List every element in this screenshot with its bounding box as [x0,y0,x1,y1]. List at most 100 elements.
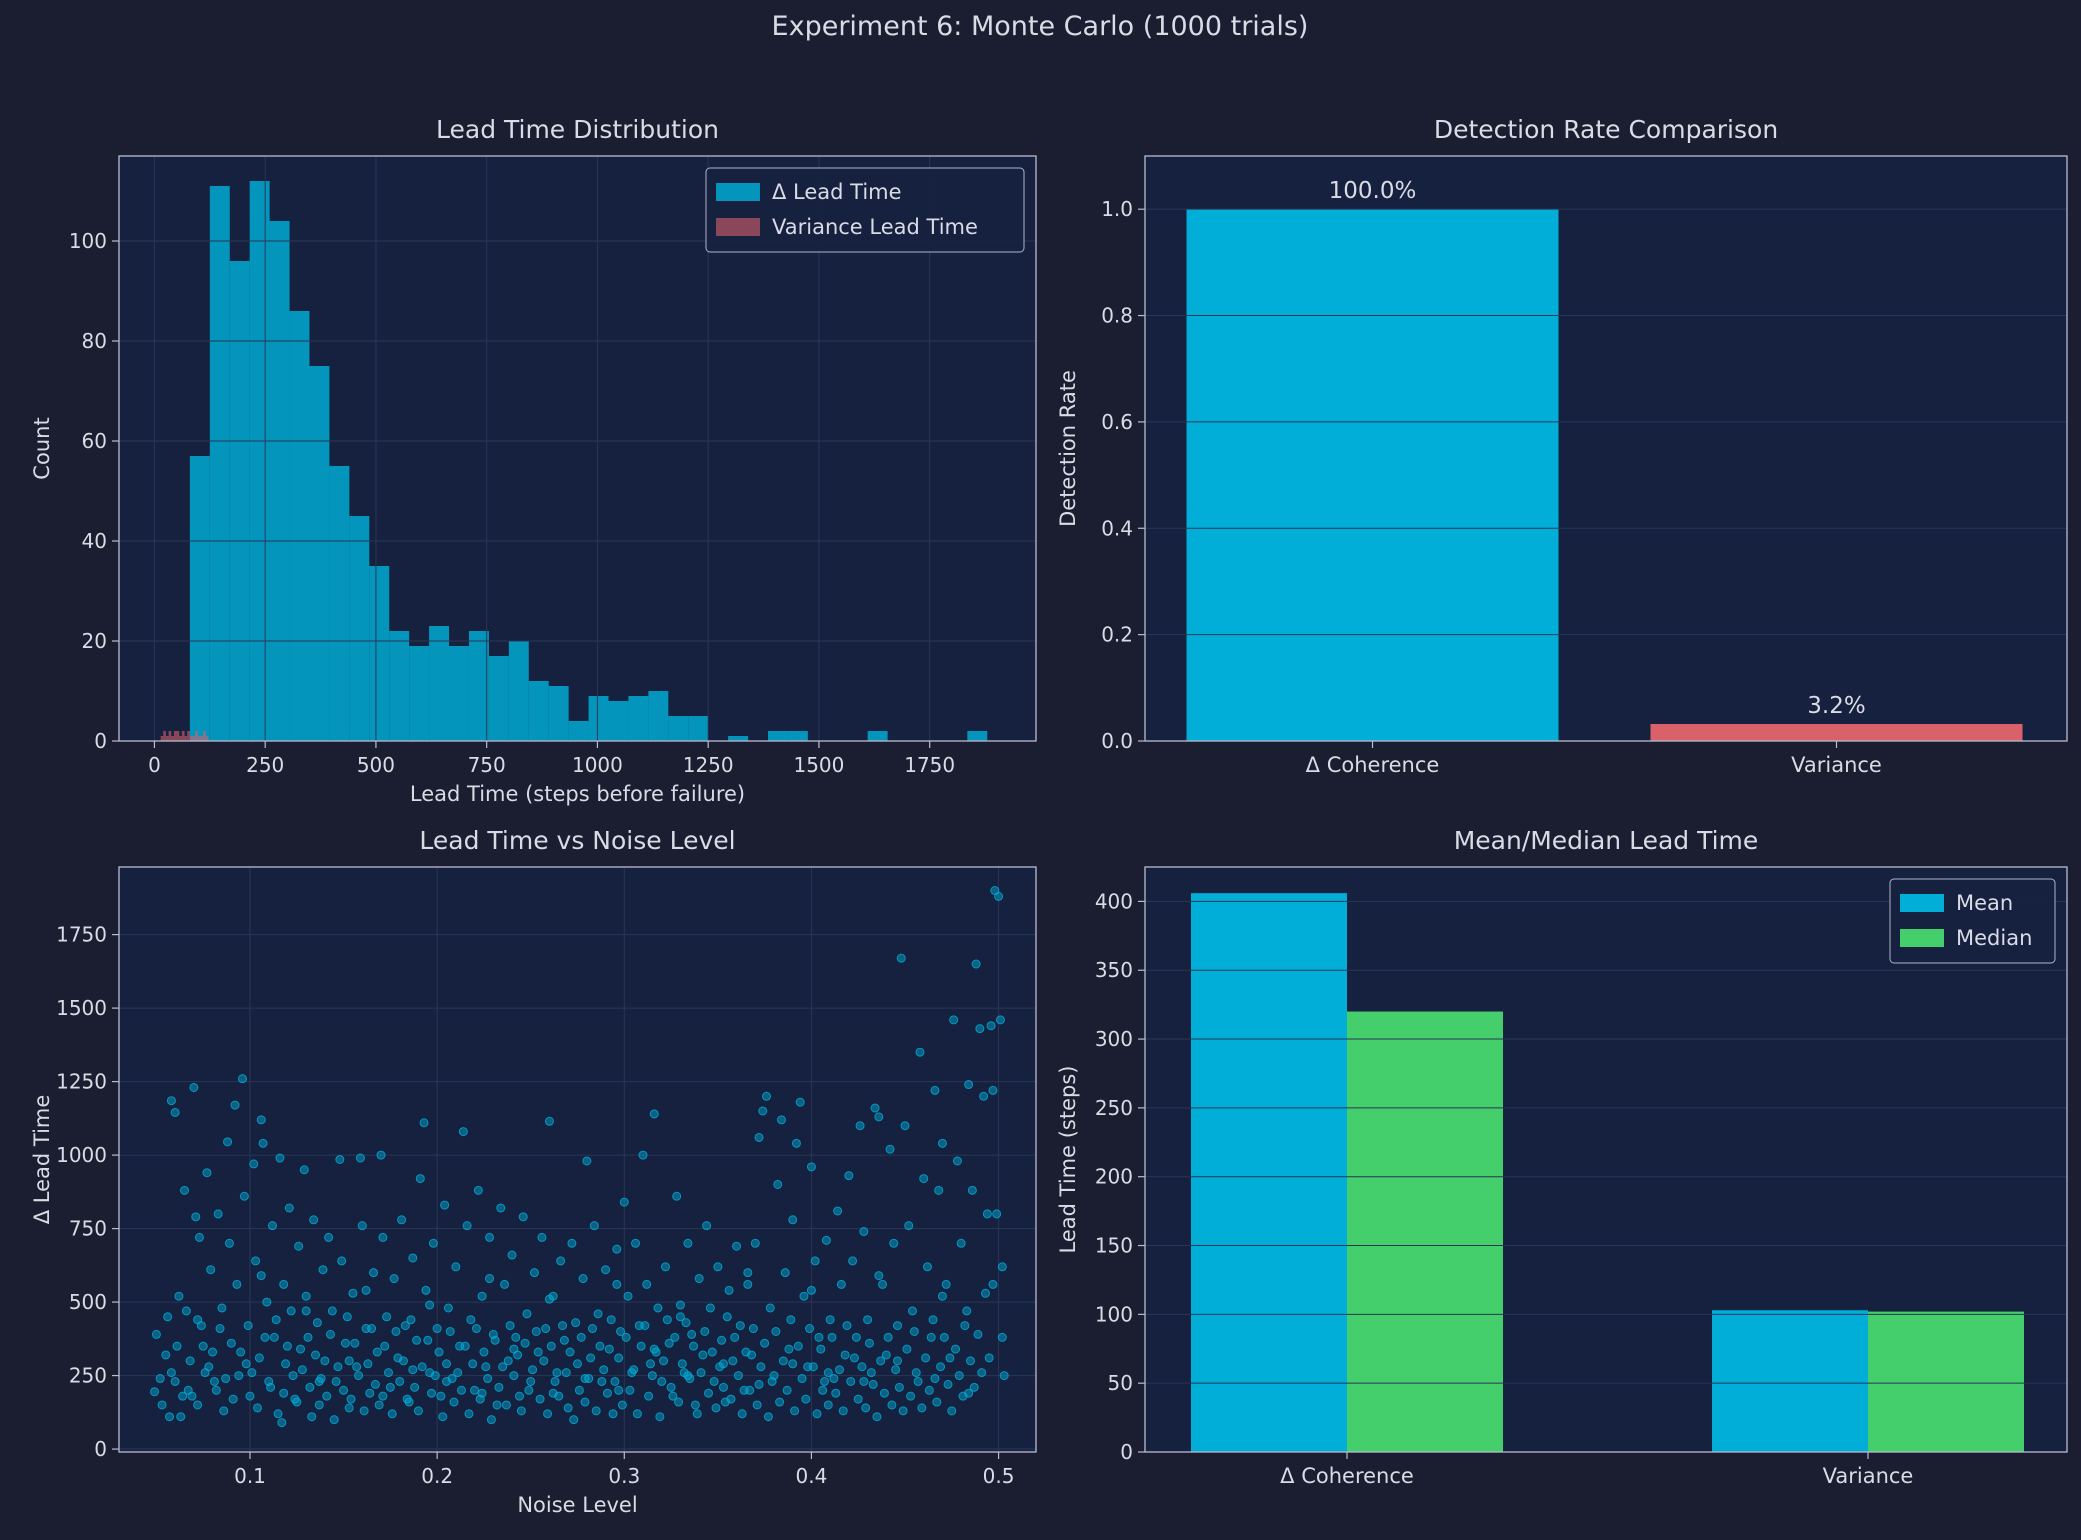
scatter-point [369,1268,379,1278]
scatter-point [765,1303,775,1313]
scatter-point [580,1397,590,1407]
scatter-point [973,1329,983,1339]
scatter-point [309,1215,319,1225]
histogram-bar-variance [171,736,174,741]
scatter-point [587,1324,597,1334]
scatter-point [745,1385,755,1395]
histogram-bar-delta [568,721,589,741]
y-tick-label: 200 [1095,1165,1133,1189]
y-tick-label: 150 [1095,1234,1133,1258]
scatter-point [986,1021,996,1031]
scatter-point [571,1318,581,1328]
scatter-point [449,1397,459,1407]
scatter-point [333,1362,343,1372]
histogram-bar-variance [200,736,204,741]
scatter-point [971,959,981,969]
scatter-point [608,1409,618,1419]
scatter-point [659,1356,669,1366]
scatter-point [565,1347,575,1357]
scatter-point [788,1359,798,1369]
scatter-point [238,1074,248,1084]
scatter-point [552,1368,562,1378]
scatter-point [260,1332,270,1342]
scatter-point [318,1265,328,1275]
scatter-point [524,1385,534,1395]
scatter-point [380,1341,390,1351]
scatter-point [355,1153,365,1163]
scatter-point [376,1150,386,1160]
scatter-point [689,1341,699,1351]
histogram-bar-delta [229,261,250,741]
scatter-point [640,1321,650,1331]
scatter-point [412,1335,422,1345]
x-tick-label: 0.1 [234,1464,266,1488]
scatter-point [964,1080,974,1090]
scatter-point [402,1394,412,1404]
scatter-point [835,1365,844,1375]
scatter-point [625,1385,635,1395]
scatter-point [704,1388,713,1398]
scatter-point [939,1332,949,1342]
scatter-point [492,1400,502,1410]
scatter-point [851,1332,861,1342]
histogram-bar-variance [163,731,166,741]
scatter-point [631,1238,641,1248]
histogram-bar-delta [767,731,788,741]
histogram-bar-delta [249,181,270,741]
x-axis-label: Noise Level [517,1493,637,1517]
histogram-bar-variance [168,731,172,741]
scatter-point [763,1412,773,1422]
x-tick-label: Δ Coherence [1280,1464,1414,1488]
scatter-point [722,1312,732,1322]
scatter-point [165,1412,175,1422]
x-axis-label: Lead Time (steps before failure) [410,782,745,806]
scatter-point [473,1185,483,1195]
scatter-point [951,1344,961,1354]
scatter-point [666,1382,676,1392]
scatter-point [279,1279,289,1289]
scatter-point [810,1256,820,1266]
scatter-point [277,1418,287,1428]
scatter-point [586,1353,596,1363]
histogram-bar-delta [668,716,689,741]
scatter-point [780,1268,790,1278]
scatter-point [466,1315,476,1325]
histogram-bar-variance [184,736,188,741]
scatter-point [275,1153,285,1163]
scatter-point [799,1291,809,1301]
scatter-point [705,1303,715,1313]
scatter-point [975,1024,985,1034]
scatter-point [623,1291,633,1301]
scatter-point [342,1312,352,1322]
scatter-point [537,1232,547,1242]
scatter-point [825,1315,835,1325]
scatter-point [591,1406,601,1416]
scatter-point [687,1329,697,1339]
scatter-point [438,1412,448,1422]
scatter-point [728,1356,738,1366]
scatter-point [305,1382,315,1392]
histogram-bar-delta [508,641,529,741]
scatter-point [256,1115,266,1125]
scatter-point [784,1344,794,1354]
scatter-point [707,1347,717,1357]
scatter-point [733,1371,743,1381]
scatter-point [391,1326,401,1336]
scatter-point [543,1409,553,1419]
scatter-point [846,1376,856,1386]
scatter-point [432,1324,442,1334]
scatter-point [629,1365,639,1375]
scatter-point [445,1326,455,1336]
y-tick-label: 1500 [56,996,107,1020]
scatter-point [294,1241,304,1251]
scatter-point [490,1335,500,1345]
histogram-bar-delta [189,456,210,741]
scatter-point [314,1400,324,1410]
scatter-point [427,1388,437,1398]
scatter-point [956,1238,966,1248]
scatter-point [786,1315,796,1325]
scatter-point [442,1376,451,1386]
scatter-point [387,1409,397,1419]
y-tick-label: 350 [1095,958,1133,982]
histogram-bar-variance [181,731,185,741]
